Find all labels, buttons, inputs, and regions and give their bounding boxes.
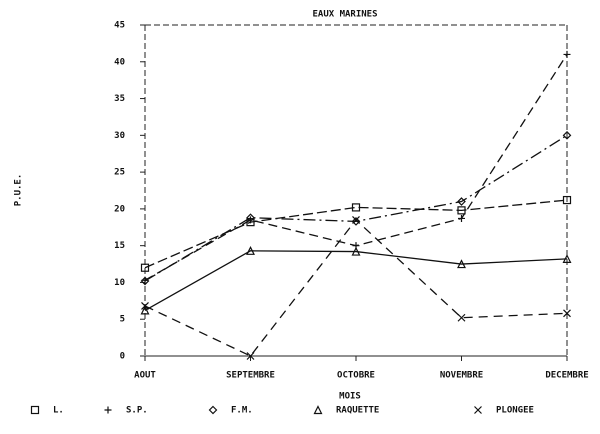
- legend-item: F.M.: [208, 405, 253, 416]
- x-axis-label: MOIS: [339, 392, 361, 402]
- legend-label: S.P.: [126, 406, 148, 416]
- legend-item: PLONGEE: [474, 406, 534, 416]
- x-tick-label: OCTOBRE: [337, 371, 375, 381]
- marker: [140, 263, 150, 272]
- marker: [351, 246, 361, 256]
- y-tick-label: 25: [114, 168, 125, 178]
- x-tick-label: NOVEMBRE: [440, 371, 483, 381]
- marker: [30, 405, 40, 415]
- y-tick-label: 45: [114, 21, 125, 31]
- legend-item: RAQUETTE: [313, 405, 379, 416]
- marker: [457, 197, 466, 206]
- legend-item: L.: [30, 405, 64, 416]
- x-tick-label: DECEMBRE: [545, 371, 588, 381]
- y-tick-label: 20: [114, 204, 125, 214]
- series-line: [144, 199, 568, 269]
- legend-label: PLONGEE: [496, 406, 534, 416]
- marker: [104, 406, 112, 414]
- marker: [141, 302, 149, 310]
- marker: [562, 130, 572, 140]
- marker: [246, 213, 255, 223]
- y-tick-label: 5: [120, 315, 125, 325]
- marker: [140, 276, 150, 286]
- marker: [246, 352, 255, 360]
- marker: [458, 214, 465, 222]
- marker: [247, 216, 254, 224]
- legend-label: RAQUETTE: [336, 406, 379, 416]
- y-tick-label: 35: [114, 94, 125, 104]
- legend-label: F.M.: [231, 406, 253, 416]
- y-tick-label: 0: [120, 352, 125, 362]
- legend-label: L.: [53, 406, 64, 416]
- marker: [140, 305, 150, 315]
- y-axis-label: P.U.E.: [14, 174, 24, 207]
- marker: [351, 203, 361, 212]
- marker: [562, 254, 572, 264]
- y-tick-label: 15: [114, 241, 125, 251]
- x-tick-label: SEPTEMBRE: [226, 371, 275, 381]
- marker: [352, 215, 360, 224]
- marker: [563, 50, 571, 58]
- marker: [474, 406, 482, 414]
- marker: [457, 206, 466, 215]
- y-tick-label: 10: [114, 278, 125, 288]
- series-line: [144, 250, 568, 311]
- chart-title: EAUX MARINES: [312, 10, 377, 20]
- marker: [457, 259, 466, 269]
- marker: [562, 195, 572, 205]
- y-tick-label: 30: [114, 131, 125, 141]
- legend-item: S.P.: [104, 406, 148, 416]
- marker: [351, 217, 361, 226]
- marker: [563, 309, 571, 318]
- y-tick-label: 40: [114, 57, 125, 67]
- marker: [208, 405, 218, 415]
- x-tick-label: AOUT: [134, 371, 156, 381]
- marker: [457, 313, 466, 322]
- marker: [246, 245, 255, 255]
- marker: [313, 405, 323, 415]
- series-line: [144, 134, 568, 282]
- series-line: [144, 218, 568, 357]
